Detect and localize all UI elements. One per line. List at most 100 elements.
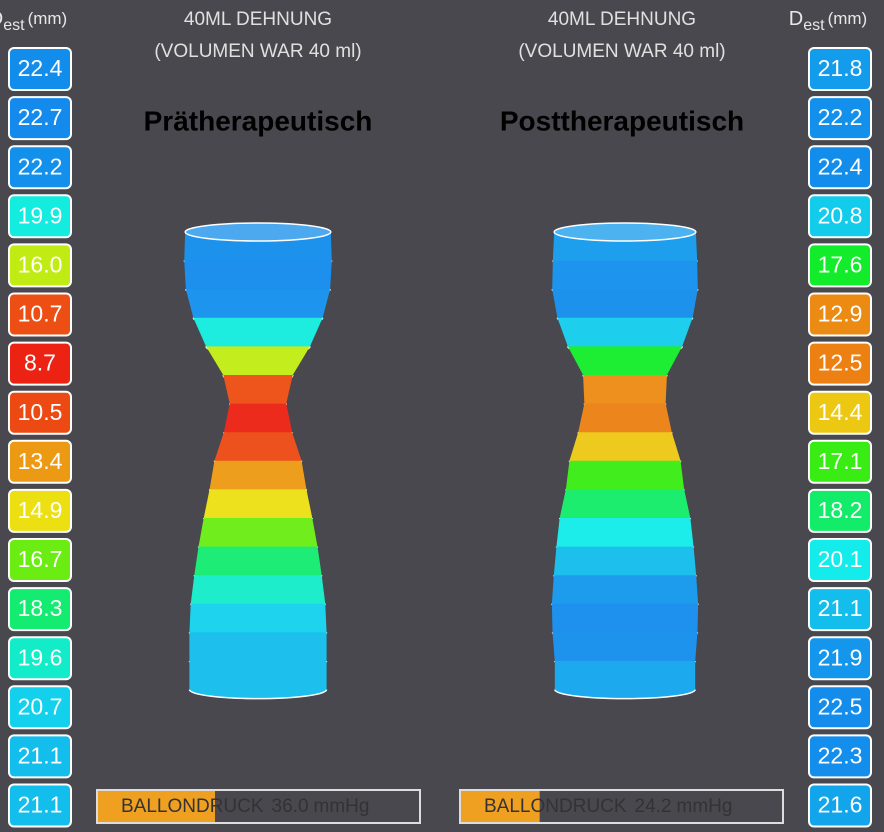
pressure-text: BALLONDRUCK 24.2 mmHg (484, 796, 732, 817)
shape-band (223, 403, 293, 442)
shape-band (557, 317, 693, 356)
diameter-value: 22.2 (818, 104, 863, 130)
diameter-value: 21.1 (18, 742, 63, 768)
diameter-box (808, 587, 872, 632)
diameter-box (8, 538, 72, 582)
diameter-value: 12.5 (818, 350, 863, 376)
diameter-value: 22.4 (818, 153, 863, 179)
pressure-label: BALLONDRUCK (121, 796, 264, 817)
diameter-box (808, 734, 872, 779)
shape-band (583, 375, 667, 413)
pressure-fill (98, 791, 215, 822)
diameter-value: 22.7 (18, 104, 63, 130)
diameter-box (8, 587, 72, 632)
diameter-box (808, 292, 872, 337)
shape-top (553, 222, 697, 242)
shape-band (184, 232, 332, 270)
pressure-label: BALLONDRUCK (484, 796, 627, 817)
header-part: D (789, 8, 803, 30)
diameter-value: 19.9 (18, 202, 63, 228)
shape-band (565, 460, 685, 499)
panel-subtitle: (VOLUMEN WAR 40 ml) (154, 41, 361, 62)
header-part: est (803, 17, 825, 34)
pressure-fill (461, 791, 540, 822)
diameter-value: 18.3 (18, 595, 63, 621)
diameter-value: 22.4 (18, 55, 63, 81)
panel-subtitle: (VOLUMEN WAR 40 ml) (518, 41, 725, 62)
pressure-value: 24.2 (635, 796, 672, 817)
diameter-box (808, 538, 872, 582)
header-part: (mm) (28, 9, 68, 28)
diameter-value: 20.7 (18, 693, 63, 719)
band-ring (188, 689, 328, 700)
diameter-value: 21.1 (18, 792, 63, 818)
shape-band (553, 546, 697, 585)
diameter-box (808, 390, 872, 435)
diameter-value: 18.2 (818, 497, 863, 523)
diameter-value: 13.4 (18, 448, 63, 474)
shape-band (203, 489, 313, 527)
pressure-unit: mmHg (677, 796, 733, 817)
diameter-box (8, 685, 72, 730)
shape-band (552, 632, 698, 670)
diameter-value: 22.2 (18, 153, 63, 179)
shape-band (554, 661, 696, 699)
header-part: (mm) (828, 9, 868, 28)
shape-band (569, 432, 681, 470)
diameter-value: 20.8 (818, 202, 863, 228)
diameter-value: 8.7 (24, 350, 56, 376)
diameter-value: 10.5 (18, 399, 63, 425)
panel-label: Posttherapeutisch (500, 105, 744, 136)
diameter-value: 17.6 (818, 251, 863, 277)
shape-band (189, 632, 327, 670)
shape-band (185, 289, 331, 327)
shape-band (567, 346, 683, 384)
diameter-box (8, 783, 72, 828)
diameter-value: 22.3 (818, 742, 863, 768)
diameter-value: 21.8 (818, 55, 863, 81)
shape-band (184, 260, 332, 299)
diameter-box (808, 636, 872, 681)
diameter-value: 22.5 (818, 693, 863, 719)
shape-band (578, 403, 672, 442)
diameter-box (8, 390, 72, 435)
shape-band (552, 260, 698, 299)
diameter-box (8, 734, 72, 779)
diameter-value: 17.1 (818, 448, 863, 474)
diameter-box (8, 636, 72, 681)
shape-band (214, 432, 302, 470)
shape-band (206, 346, 310, 384)
diameter-box (8, 243, 72, 288)
shape-band (189, 603, 327, 642)
header-part: D (0, 8, 3, 30)
shape-band (193, 317, 323, 356)
diameter-box (808, 439, 872, 484)
diameter-box (8, 96, 72, 141)
panel-label: Prätherapeutisch (144, 105, 373, 136)
diameter-value: 10.7 (18, 301, 63, 327)
diameter-box (808, 685, 872, 730)
column-header: Dest(mm) (789, 8, 867, 34)
pressure-text: BALLONDRUCK 36.0 mmHg (121, 796, 369, 817)
shape-band (552, 289, 698, 327)
shape-band (551, 575, 699, 613)
diameter-box (808, 145, 872, 190)
diameter-value: 16.7 (18, 546, 63, 572)
diameter-value: 12.9 (818, 301, 863, 327)
shape-band (194, 546, 322, 585)
shape-band (556, 518, 694, 556)
diameter-value: 21.1 (818, 595, 863, 621)
diameter-value: 19.6 (18, 644, 63, 670)
column-header: Dest(mm) (0, 8, 67, 34)
shape-band (223, 375, 293, 413)
diameter-value: 20.1 (818, 546, 863, 572)
diameter-box (8, 488, 72, 533)
diameter-box (8, 292, 72, 337)
shape-top (184, 222, 332, 242)
diameter-box (808, 47, 872, 91)
pressure-value: 36.0 (272, 796, 309, 817)
shape-band (190, 575, 326, 613)
diameter-box (8, 341, 72, 386)
diameter-box (808, 243, 872, 288)
diameter-value: 21.9 (818, 644, 863, 670)
